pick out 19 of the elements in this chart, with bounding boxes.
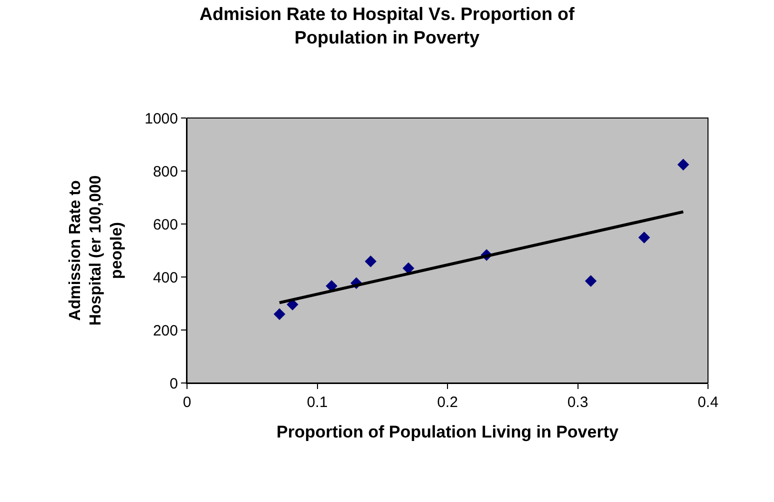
y-tick-label: 1000: [144, 110, 178, 128]
y-axis-title: Admission Rate to Hospital (er 100,000 people): [66, 175, 126, 326]
x-axis-title: Proportion of Population Living in Poverty: [276, 422, 619, 442]
x-tick-label: 0: [182, 394, 192, 411]
y-tick-label: 800: [152, 163, 178, 180]
y-tick-label: 0: [170, 375, 178, 392]
y-tick-label: 600: [152, 216, 178, 234]
x-tick-label: 0.4: [698, 394, 718, 411]
y-tick-label: 200: [152, 322, 178, 340]
point: [584, 275, 597, 287]
x-tick-label: 0.1: [306, 394, 328, 411]
point: [274, 308, 286, 320]
point: [677, 158, 690, 170]
point: [638, 232, 650, 244]
y-tick-label: 400: [152, 269, 178, 286]
x-tick-label: 0.3: [567, 394, 588, 411]
chart-title: Admision Rate to Hospital Vs. Proportion of Population in Poverty: [199, 4, 576, 48]
point: [364, 256, 376, 268]
x-tick-label: 0.2: [437, 394, 458, 411]
